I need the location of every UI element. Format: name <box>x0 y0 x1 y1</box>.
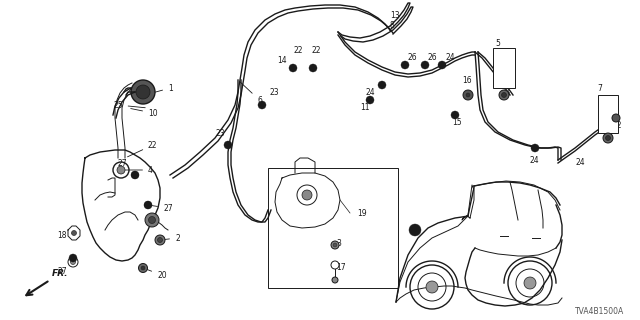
Text: 6: 6 <box>240 82 262 105</box>
Circle shape <box>451 111 459 119</box>
Circle shape <box>144 201 152 209</box>
Text: 27: 27 <box>118 158 133 173</box>
Circle shape <box>463 90 473 100</box>
Text: 12: 12 <box>612 121 621 130</box>
Text: 7: 7 <box>597 84 602 92</box>
Circle shape <box>409 224 421 236</box>
Text: 22: 22 <box>311 46 321 55</box>
Text: TVA4B1500A: TVA4B1500A <box>575 308 624 316</box>
Circle shape <box>141 266 145 270</box>
Circle shape <box>70 260 76 265</box>
Text: 19: 19 <box>357 209 367 218</box>
Text: 23: 23 <box>216 129 225 138</box>
Circle shape <box>603 133 613 143</box>
Circle shape <box>155 235 165 245</box>
Circle shape <box>378 81 386 89</box>
Text: 24: 24 <box>530 156 540 164</box>
Text: 3: 3 <box>336 238 341 247</box>
Circle shape <box>131 172 138 179</box>
Text: 24: 24 <box>575 157 584 166</box>
Text: 13: 13 <box>390 11 399 20</box>
Text: 22: 22 <box>293 46 303 55</box>
Text: 14: 14 <box>277 55 287 65</box>
Bar <box>493 48 515 88</box>
Circle shape <box>612 114 620 122</box>
Text: 20: 20 <box>146 269 166 279</box>
Circle shape <box>524 277 536 289</box>
Circle shape <box>157 237 163 243</box>
Text: 26: 26 <box>408 52 418 61</box>
Text: 2: 2 <box>163 234 180 243</box>
Circle shape <box>117 166 125 174</box>
Circle shape <box>131 80 155 104</box>
Text: 1: 1 <box>155 84 173 92</box>
Bar <box>268 168 398 288</box>
Circle shape <box>331 241 339 249</box>
Text: 25: 25 <box>113 100 145 109</box>
Circle shape <box>421 61 429 69</box>
Circle shape <box>499 90 509 100</box>
Circle shape <box>145 213 159 227</box>
Text: 24: 24 <box>445 52 454 61</box>
Text: 18: 18 <box>57 230 74 239</box>
Circle shape <box>145 202 152 209</box>
Circle shape <box>426 281 438 293</box>
Circle shape <box>224 141 232 149</box>
Text: 21: 21 <box>502 85 511 94</box>
Text: 10: 10 <box>131 108 157 117</box>
Text: FR.: FR. <box>52 269 68 278</box>
Text: 23: 23 <box>270 87 280 97</box>
Text: 21: 21 <box>602 100 611 109</box>
Circle shape <box>401 61 409 69</box>
Text: 5: 5 <box>495 38 500 47</box>
Circle shape <box>366 96 374 104</box>
Text: 27: 27 <box>57 262 73 276</box>
Circle shape <box>289 64 297 72</box>
Text: 15: 15 <box>452 117 461 126</box>
Circle shape <box>502 92 506 98</box>
Circle shape <box>302 190 312 200</box>
Circle shape <box>69 254 77 262</box>
Circle shape <box>531 144 539 152</box>
Circle shape <box>333 243 337 247</box>
Circle shape <box>466 93 470 97</box>
Circle shape <box>148 217 156 223</box>
Text: 22: 22 <box>127 140 157 157</box>
Text: 26: 26 <box>428 52 438 61</box>
Circle shape <box>68 257 78 267</box>
Text: 24: 24 <box>365 87 374 97</box>
Circle shape <box>258 101 266 109</box>
Text: 17: 17 <box>336 263 346 273</box>
Circle shape <box>309 64 317 72</box>
Text: 27: 27 <box>151 204 173 212</box>
Circle shape <box>331 261 339 269</box>
Circle shape <box>131 171 139 179</box>
Text: 8: 8 <box>390 20 395 29</box>
Circle shape <box>72 230 77 236</box>
Text: 11: 11 <box>360 102 369 111</box>
Text: 16: 16 <box>462 76 472 84</box>
Circle shape <box>438 61 446 69</box>
Bar <box>598 95 618 133</box>
Circle shape <box>332 277 338 283</box>
Circle shape <box>605 135 611 140</box>
Circle shape <box>136 85 150 99</box>
Circle shape <box>138 263 147 273</box>
Text: 4: 4 <box>124 165 153 174</box>
